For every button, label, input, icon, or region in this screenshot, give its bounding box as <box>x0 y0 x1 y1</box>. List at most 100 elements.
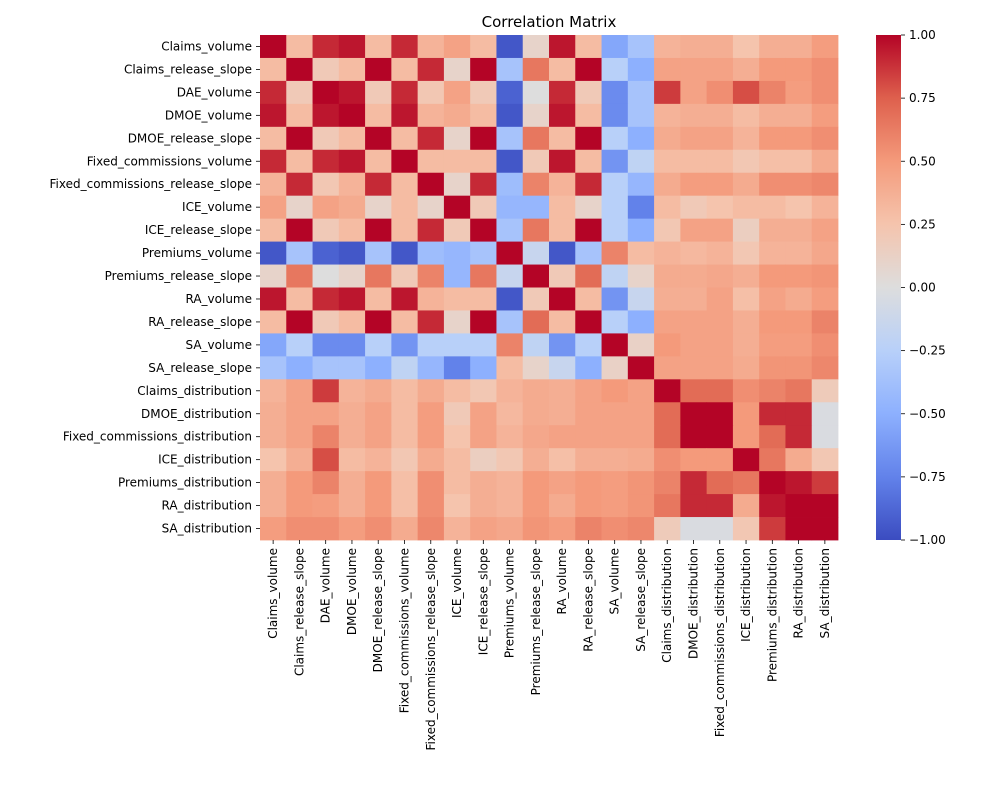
heatmap-cell-ra-release-slope-x-ra-release-slope <box>575 310 602 334</box>
heatmap-cell-claims-volume-x-claims-distribution <box>654 35 681 59</box>
y-tick-label-fixed-commissions-volume: Fixed_commissions_volume <box>87 154 252 168</box>
y-tick-label-ice-volume: ICE_volume <box>182 200 252 214</box>
heatmap-cell-fixed-commissions-distribution-x-premiums-release-slope <box>522 425 550 449</box>
heatmap-cell-ice-distribution-x-dmoe-release-slope <box>365 448 392 472</box>
heatmap-cell-ice-volume-x-dmoe-distribution <box>680 195 708 220</box>
heatmap-cell-ice-distribution-x-sa-distribution <box>811 448 839 472</box>
x-tick-label-dmoe-distribution: DMOE_distribution <box>687 548 701 659</box>
heatmap-cell-claims-distribution-x-premiums-distribution <box>759 379 786 403</box>
heatmap-cell-sa-volume-x-fixed-commissions-distribution <box>706 333 734 357</box>
heatmap-cell-fixed-commissions-release-slope-x-ra-distribution <box>785 172 813 197</box>
heatmap-cell-premiums-distribution-x-claims-volume <box>260 471 287 495</box>
heatmap-cell-claims-release-slope-x-premiums-release-slope <box>522 57 550 82</box>
heatmap-cell-premiums-release-slope-x-sa-release-slope <box>627 264 655 288</box>
colorbar-tick-label: 0.25 <box>909 217 936 231</box>
heatmap-cell-ice-volume-x-dmoe-volume <box>338 195 366 220</box>
heatmap-cell-sa-distribution-x-claims-release-slope <box>286 517 313 541</box>
heatmap-cell-fixed-commissions-distribution-x-dmoe-release-slope <box>365 425 392 449</box>
heatmap-cell-ice-volume-x-claims-volume <box>260 195 287 220</box>
heatmap-cell-ice-distribution-x-sa-release-slope <box>627 448 655 472</box>
heatmap-cell-ra-distribution-x-ice-release-slope <box>470 494 497 518</box>
colorbar-tick-label: −1.00 <box>909 533 946 547</box>
heatmap-cell-fixed-commissions-release-slope-x-fixed-commissions-distribution <box>706 172 734 197</box>
heatmap-cell-ice-distribution-x-ra-release-slope <box>575 448 602 472</box>
heatmap-cell-dmoe-release-slope-x-claims-volume <box>260 126 287 151</box>
heatmap-cell-sa-release-slope-x-dae-volume <box>312 356 340 380</box>
colorbar-tick-label: 0.50 <box>909 154 936 168</box>
x-tick-label-fixed-commissions-release-slope: Fixed_commissions_release_slope <box>424 548 438 750</box>
heatmap-cell-sa-distribution-x-fixed-commissions-release-slope <box>417 517 445 541</box>
heatmap-cell-ra-distribution-x-ra-release-slope <box>575 494 602 518</box>
heatmap-cell-premiums-release-slope-x-fixed-commissions-volume <box>391 264 419 288</box>
heatmap-cell-dmoe-release-slope-x-ra-release-slope <box>575 126 602 151</box>
heatmap-cell-dmoe-release-slope-x-ice-distribution <box>732 126 760 151</box>
heatmap-cell-sa-release-slope-x-premiums-volume <box>496 356 524 380</box>
heatmap-cell-ice-volume-x-ra-volume <box>549 195 576 220</box>
heatmap-cell-dae-volume-x-ra-volume <box>549 80 576 105</box>
heatmap-cell-dmoe-volume-x-ice-volume <box>443 103 471 128</box>
heatmap-cell-premiums-volume-x-dae-volume <box>312 241 340 265</box>
heatmap-cell-ice-distribution-x-fixed-commissions-release-slope <box>417 448 445 472</box>
heatmap-cell-dmoe-release-slope-x-dmoe-release-slope <box>365 126 392 151</box>
heatmap-cell-premiums-distribution-x-ice-distribution <box>732 471 760 495</box>
heatmap-cell-dmoe-distribution-x-dmoe-release-slope <box>365 402 392 426</box>
heatmap-cell-premiums-release-slope-x-fixed-commissions-release-slope <box>417 264 445 288</box>
heatmap-cell-ice-release-slope-x-ice-volume <box>443 218 471 242</box>
heatmap-cell-fixed-commissions-volume-x-sa-release-slope <box>627 149 655 174</box>
heatmap-cell-premiums-release-slope-x-ice-release-slope <box>470 264 497 288</box>
heatmap-cell-sa-volume-x-dmoe-distribution <box>680 333 708 357</box>
heatmap-cell-dmoe-volume-x-ice-distribution <box>732 103 760 128</box>
heatmap-cell-ra-distribution-x-fixed-commissions-release-slope <box>417 494 445 518</box>
heatmap-cell-claims-volume-x-ra-distribution <box>785 35 813 59</box>
heatmap-cell-dmoe-volume-x-claims-volume <box>260 103 287 128</box>
heatmap-cell-ice-volume-x-ice-distribution <box>732 195 760 220</box>
heatmap-cell-fixed-commissions-distribution-x-ra-distribution <box>785 425 813 449</box>
heatmap-cell-sa-distribution-x-sa-distribution <box>811 517 839 541</box>
heatmap-cell-ice-distribution-x-fixed-commissions-volume <box>391 448 419 472</box>
heatmap-cell-ra-distribution-x-dmoe-distribution <box>680 494 708 518</box>
heatmap-cell-claims-volume-x-sa-distribution <box>811 35 839 59</box>
heatmap-cell-ra-volume-x-ra-volume <box>549 287 576 311</box>
heatmap-cell-dmoe-volume-x-fixed-commissions-volume <box>391 103 419 128</box>
heatmap-cell-ice-distribution-x-claims-release-slope <box>286 448 313 472</box>
heatmap-cell-fixed-commissions-distribution-x-dmoe-distribution <box>680 425 708 449</box>
heatmap-cell-fixed-commissions-volume-x-premiums-release-slope <box>522 149 550 174</box>
heatmap-cell-ra-release-slope-x-sa-distribution <box>811 310 839 334</box>
heatmap-cell-ice-volume-x-dmoe-release-slope <box>365 195 392 220</box>
heatmap-cell-premiums-distribution-x-fixed-commissions-release-slope <box>417 471 445 495</box>
heatmap-cell-premiums-volume-x-premiums-distribution <box>759 241 786 265</box>
heatmap-cell-sa-volume-x-sa-release-slope <box>627 333 655 357</box>
heatmap-cell-dmoe-distribution-x-fixed-commissions-distribution <box>706 402 734 426</box>
heatmap-cell-ice-release-slope-x-sa-volume <box>601 218 629 242</box>
heatmap-cell-dmoe-volume-x-sa-volume <box>601 103 629 128</box>
heatmap-cell-premiums-volume-x-dmoe-volume <box>338 241 366 265</box>
heatmap-cell-premiums-volume-x-claims-release-slope <box>286 241 313 265</box>
heatmap-cell-dmoe-distribution-x-claims-release-slope <box>286 402 313 426</box>
heatmap-cell-claims-release-slope-x-ice-release-slope <box>470 57 497 82</box>
heatmap-cell-dmoe-release-slope-x-dmoe-distribution <box>680 126 708 151</box>
heatmap-cell-ra-distribution-x-premiums-volume <box>496 494 524 518</box>
heatmap-cell-sa-release-slope-x-premiums-release-slope <box>522 356 550 380</box>
heatmap-cell-sa-distribution-x-fixed-commissions-distribution <box>706 517 734 541</box>
heatmap-cell-sa-volume-x-ice-release-slope <box>470 333 497 357</box>
heatmap-cell-ra-volume-x-dmoe-release-slope <box>365 287 392 311</box>
heatmap-cell-ice-volume-x-sa-distribution <box>811 195 839 220</box>
heatmap-cell-dae-volume-x-claims-distribution <box>654 80 681 105</box>
heatmap-cell-premiums-distribution-x-sa-volume <box>601 471 629 495</box>
heatmap-cell-dae-volume-x-dmoe-release-slope <box>365 80 392 105</box>
heatmap-cell-ra-volume-x-claims-volume <box>260 287 287 311</box>
heatmap-cell-claims-release-slope-x-dmoe-volume <box>338 57 366 82</box>
heatmap-cell-dmoe-volume-x-dmoe-volume <box>338 103 366 128</box>
heatmap-cell-sa-volume-x-premiums-distribution <box>759 333 786 357</box>
heatmap-cell-ra-volume-x-ice-distribution <box>732 287 760 311</box>
heatmap-cell-ice-volume-x-claims-release-slope <box>286 195 313 220</box>
heatmap-cell-fixed-commissions-release-slope-x-ra-release-slope <box>575 172 602 197</box>
heatmap-cell-sa-volume-x-dmoe-release-slope <box>365 333 392 357</box>
heatmap-cell-ice-distribution-x-dae-volume <box>312 448 340 472</box>
heatmap-cell-fixed-commissions-distribution-x-premiums-volume <box>496 425 524 449</box>
heatmap-cell-dmoe-release-slope-x-dae-volume <box>312 126 340 151</box>
heatmap-cell-dae-volume-x-claims-release-slope <box>286 80 313 105</box>
heatmap-cell-ra-distribution-x-dae-volume <box>312 494 340 518</box>
heatmap-cell-dmoe-distribution-x-premiums-release-slope <box>522 402 550 426</box>
